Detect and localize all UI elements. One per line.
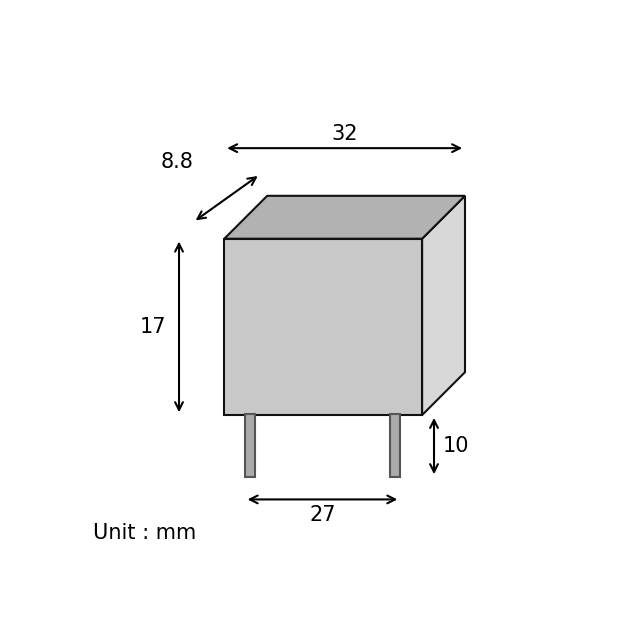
Text: 17: 17	[139, 317, 166, 337]
Text: Unit : mm: Unit : mm	[93, 523, 196, 543]
Bar	[245, 414, 255, 477]
Text: 32: 32	[331, 124, 358, 144]
Polygon shape	[422, 196, 465, 415]
Text: 10: 10	[442, 436, 469, 456]
Text: 8.8: 8.8	[160, 152, 193, 173]
Bar	[390, 414, 400, 477]
Bar	[224, 239, 422, 415]
Polygon shape	[224, 196, 465, 239]
Text: 27: 27	[310, 505, 335, 525]
